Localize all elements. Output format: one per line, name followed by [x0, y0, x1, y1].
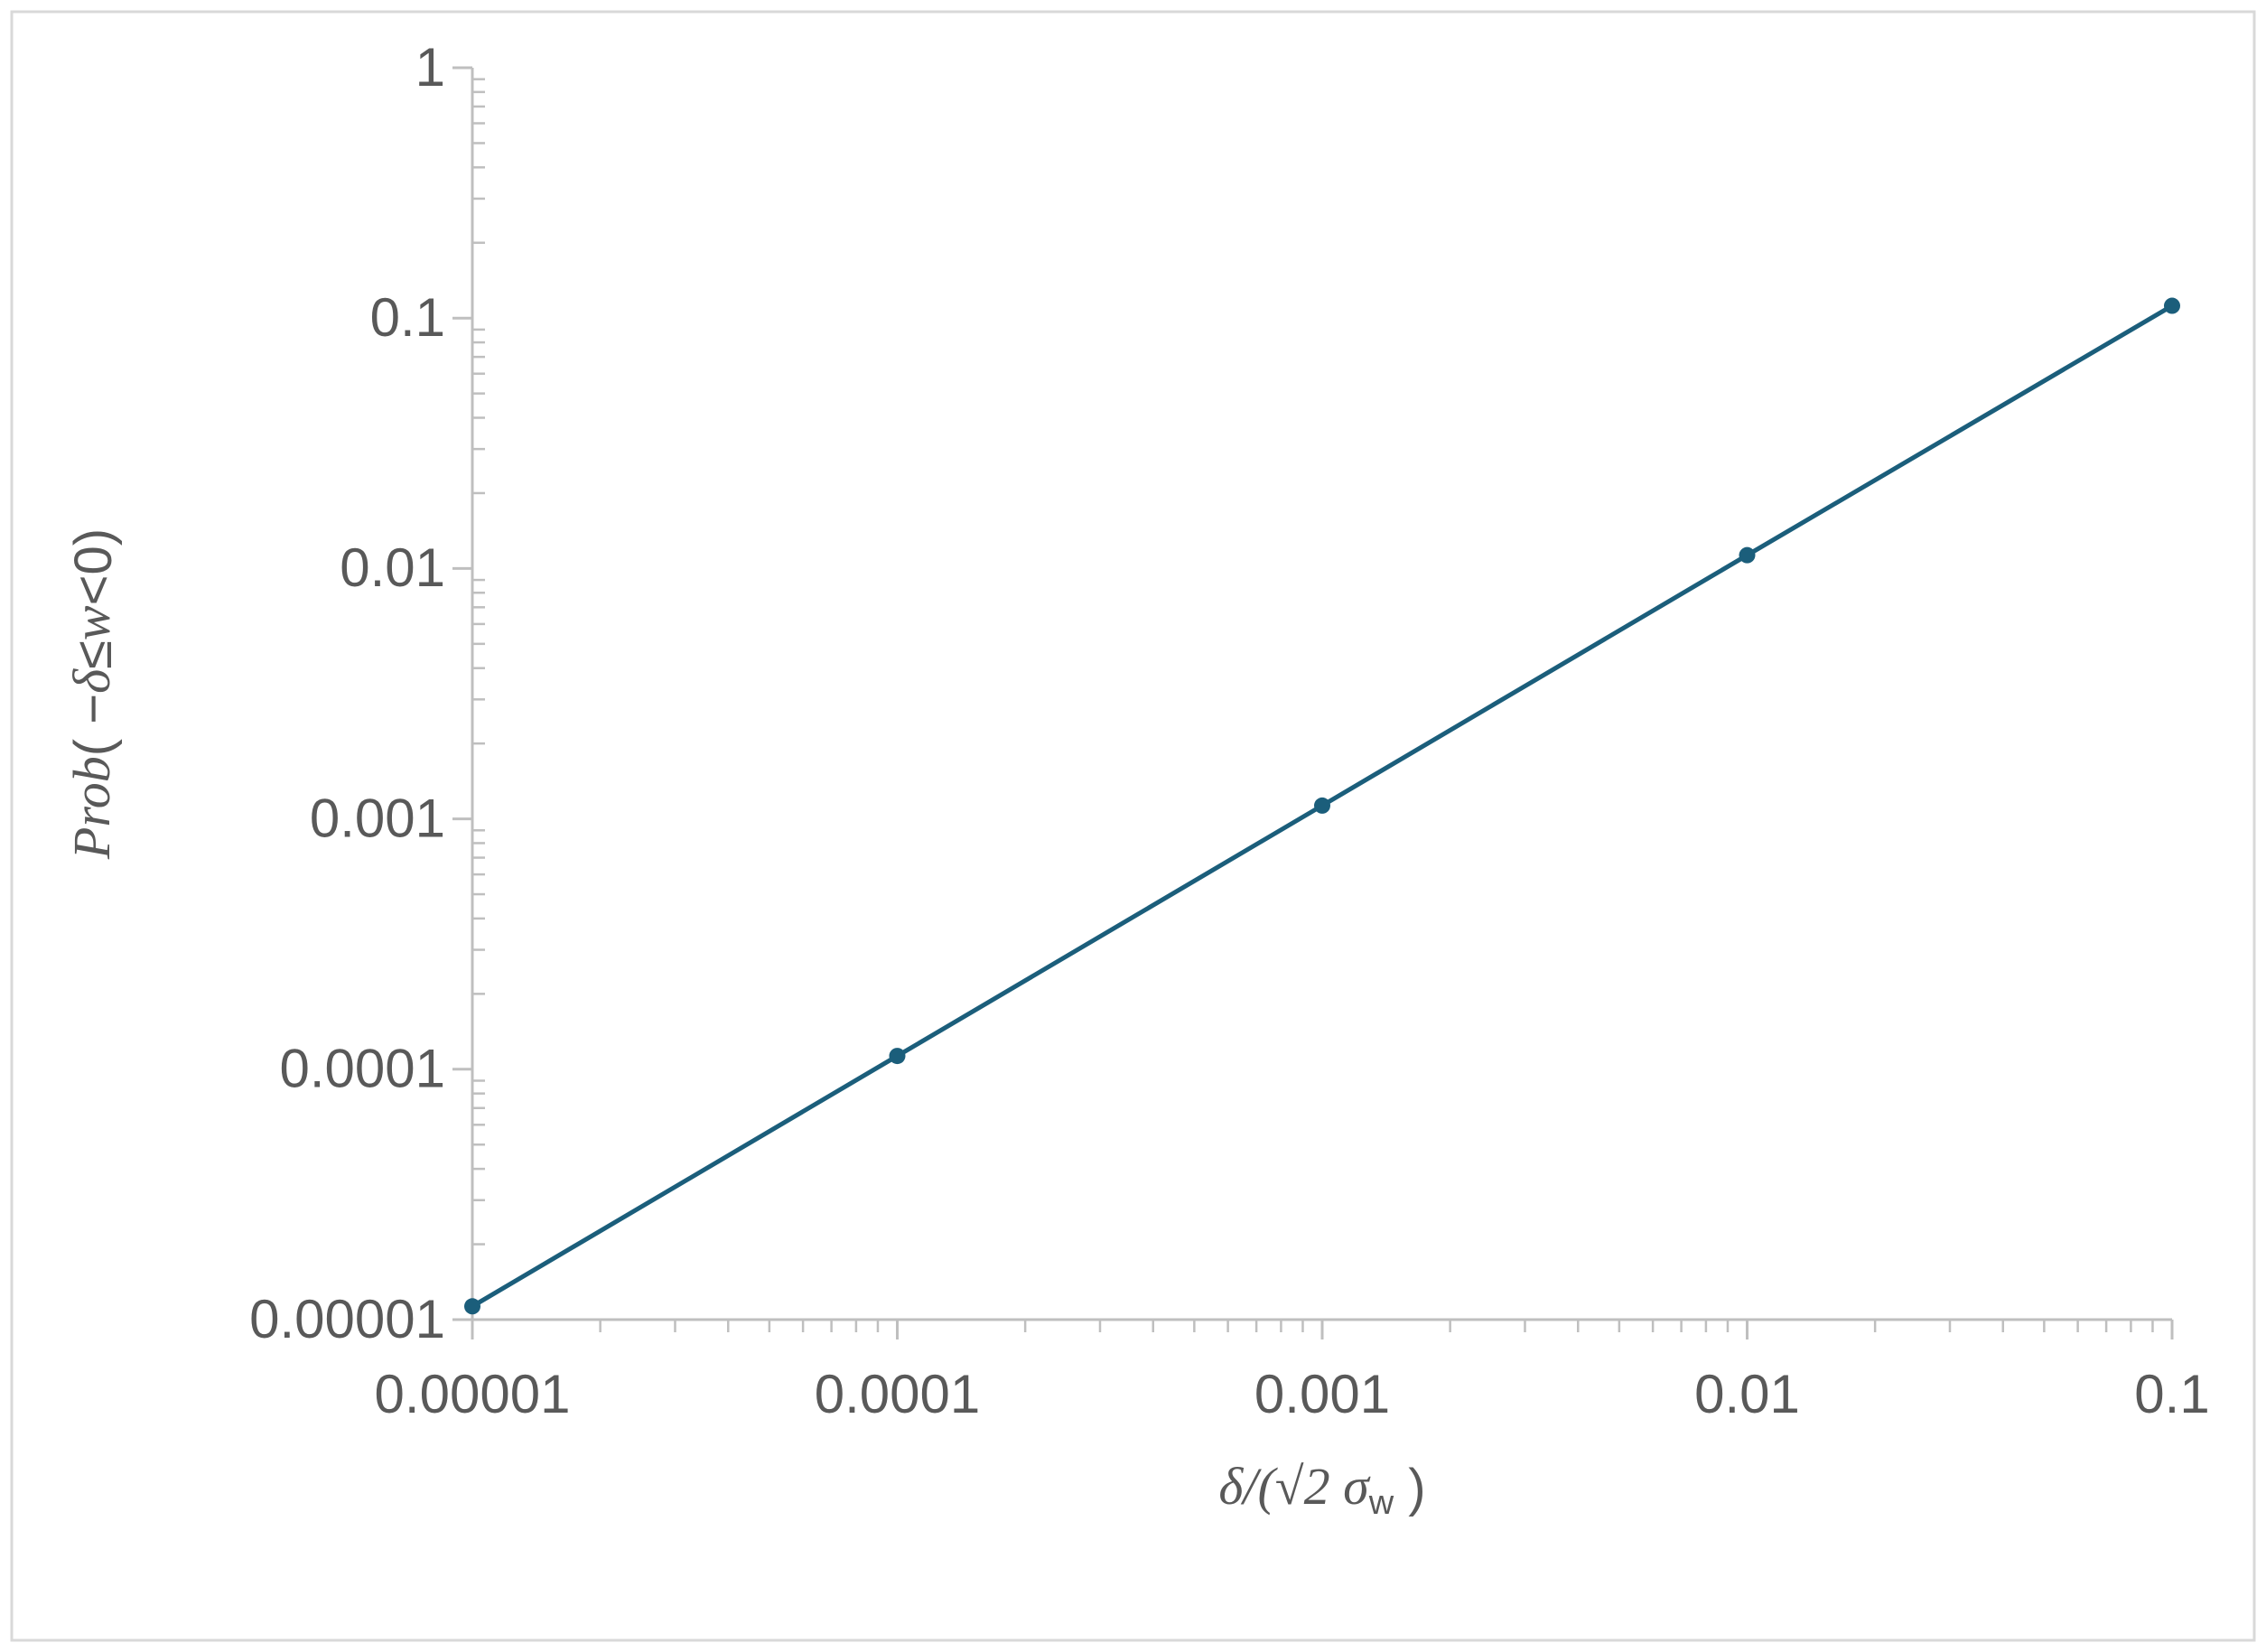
data-point	[1739, 546, 1756, 564]
x-tick-label: 0.1	[2134, 1364, 2209, 1424]
y-axis-label: Prob( −δ≤w<0)	[62, 528, 123, 860]
y-axis-label-part: <0)	[64, 528, 123, 605]
data-point	[1314, 797, 1330, 814]
y-tick-label: 0.1	[370, 287, 445, 348]
y-tick-label: 1	[415, 37, 445, 98]
y-tick-label: 0.00001	[249, 1289, 445, 1349]
y-axis-label-part: δ	[62, 668, 121, 694]
data-point	[889, 1048, 906, 1065]
x-axis-label-part: w	[1368, 1484, 1394, 1522]
y-axis-label-part: Prob	[62, 756, 121, 860]
data-point	[464, 1298, 480, 1315]
x-tick-label: 0.0001	[815, 1364, 981, 1424]
y-tick-label: 0.01	[340, 537, 445, 598]
y-axis-label-part: ( −	[64, 694, 123, 756]
x-axis-label-part: )	[1394, 1459, 1425, 1517]
y-tick-label: 0.001	[310, 788, 445, 848]
x-axis-label-part: δ/(√2 σ	[1218, 1457, 1371, 1516]
x-tick-label: 0.01	[1694, 1364, 1800, 1424]
x-tick-label: 0.00001	[375, 1364, 571, 1424]
x-tick-label: 0.001	[1254, 1364, 1390, 1424]
y-axis-label-part: ≤	[64, 640, 123, 669]
data-point	[2164, 297, 2180, 314]
y-axis-label-part: w	[62, 605, 121, 640]
x-axis-label: δ/(√2 σw )	[1218, 1457, 1425, 1522]
y-tick-label: 0.0001	[279, 1039, 445, 1099]
chart-border	[10, 10, 2256, 1642]
